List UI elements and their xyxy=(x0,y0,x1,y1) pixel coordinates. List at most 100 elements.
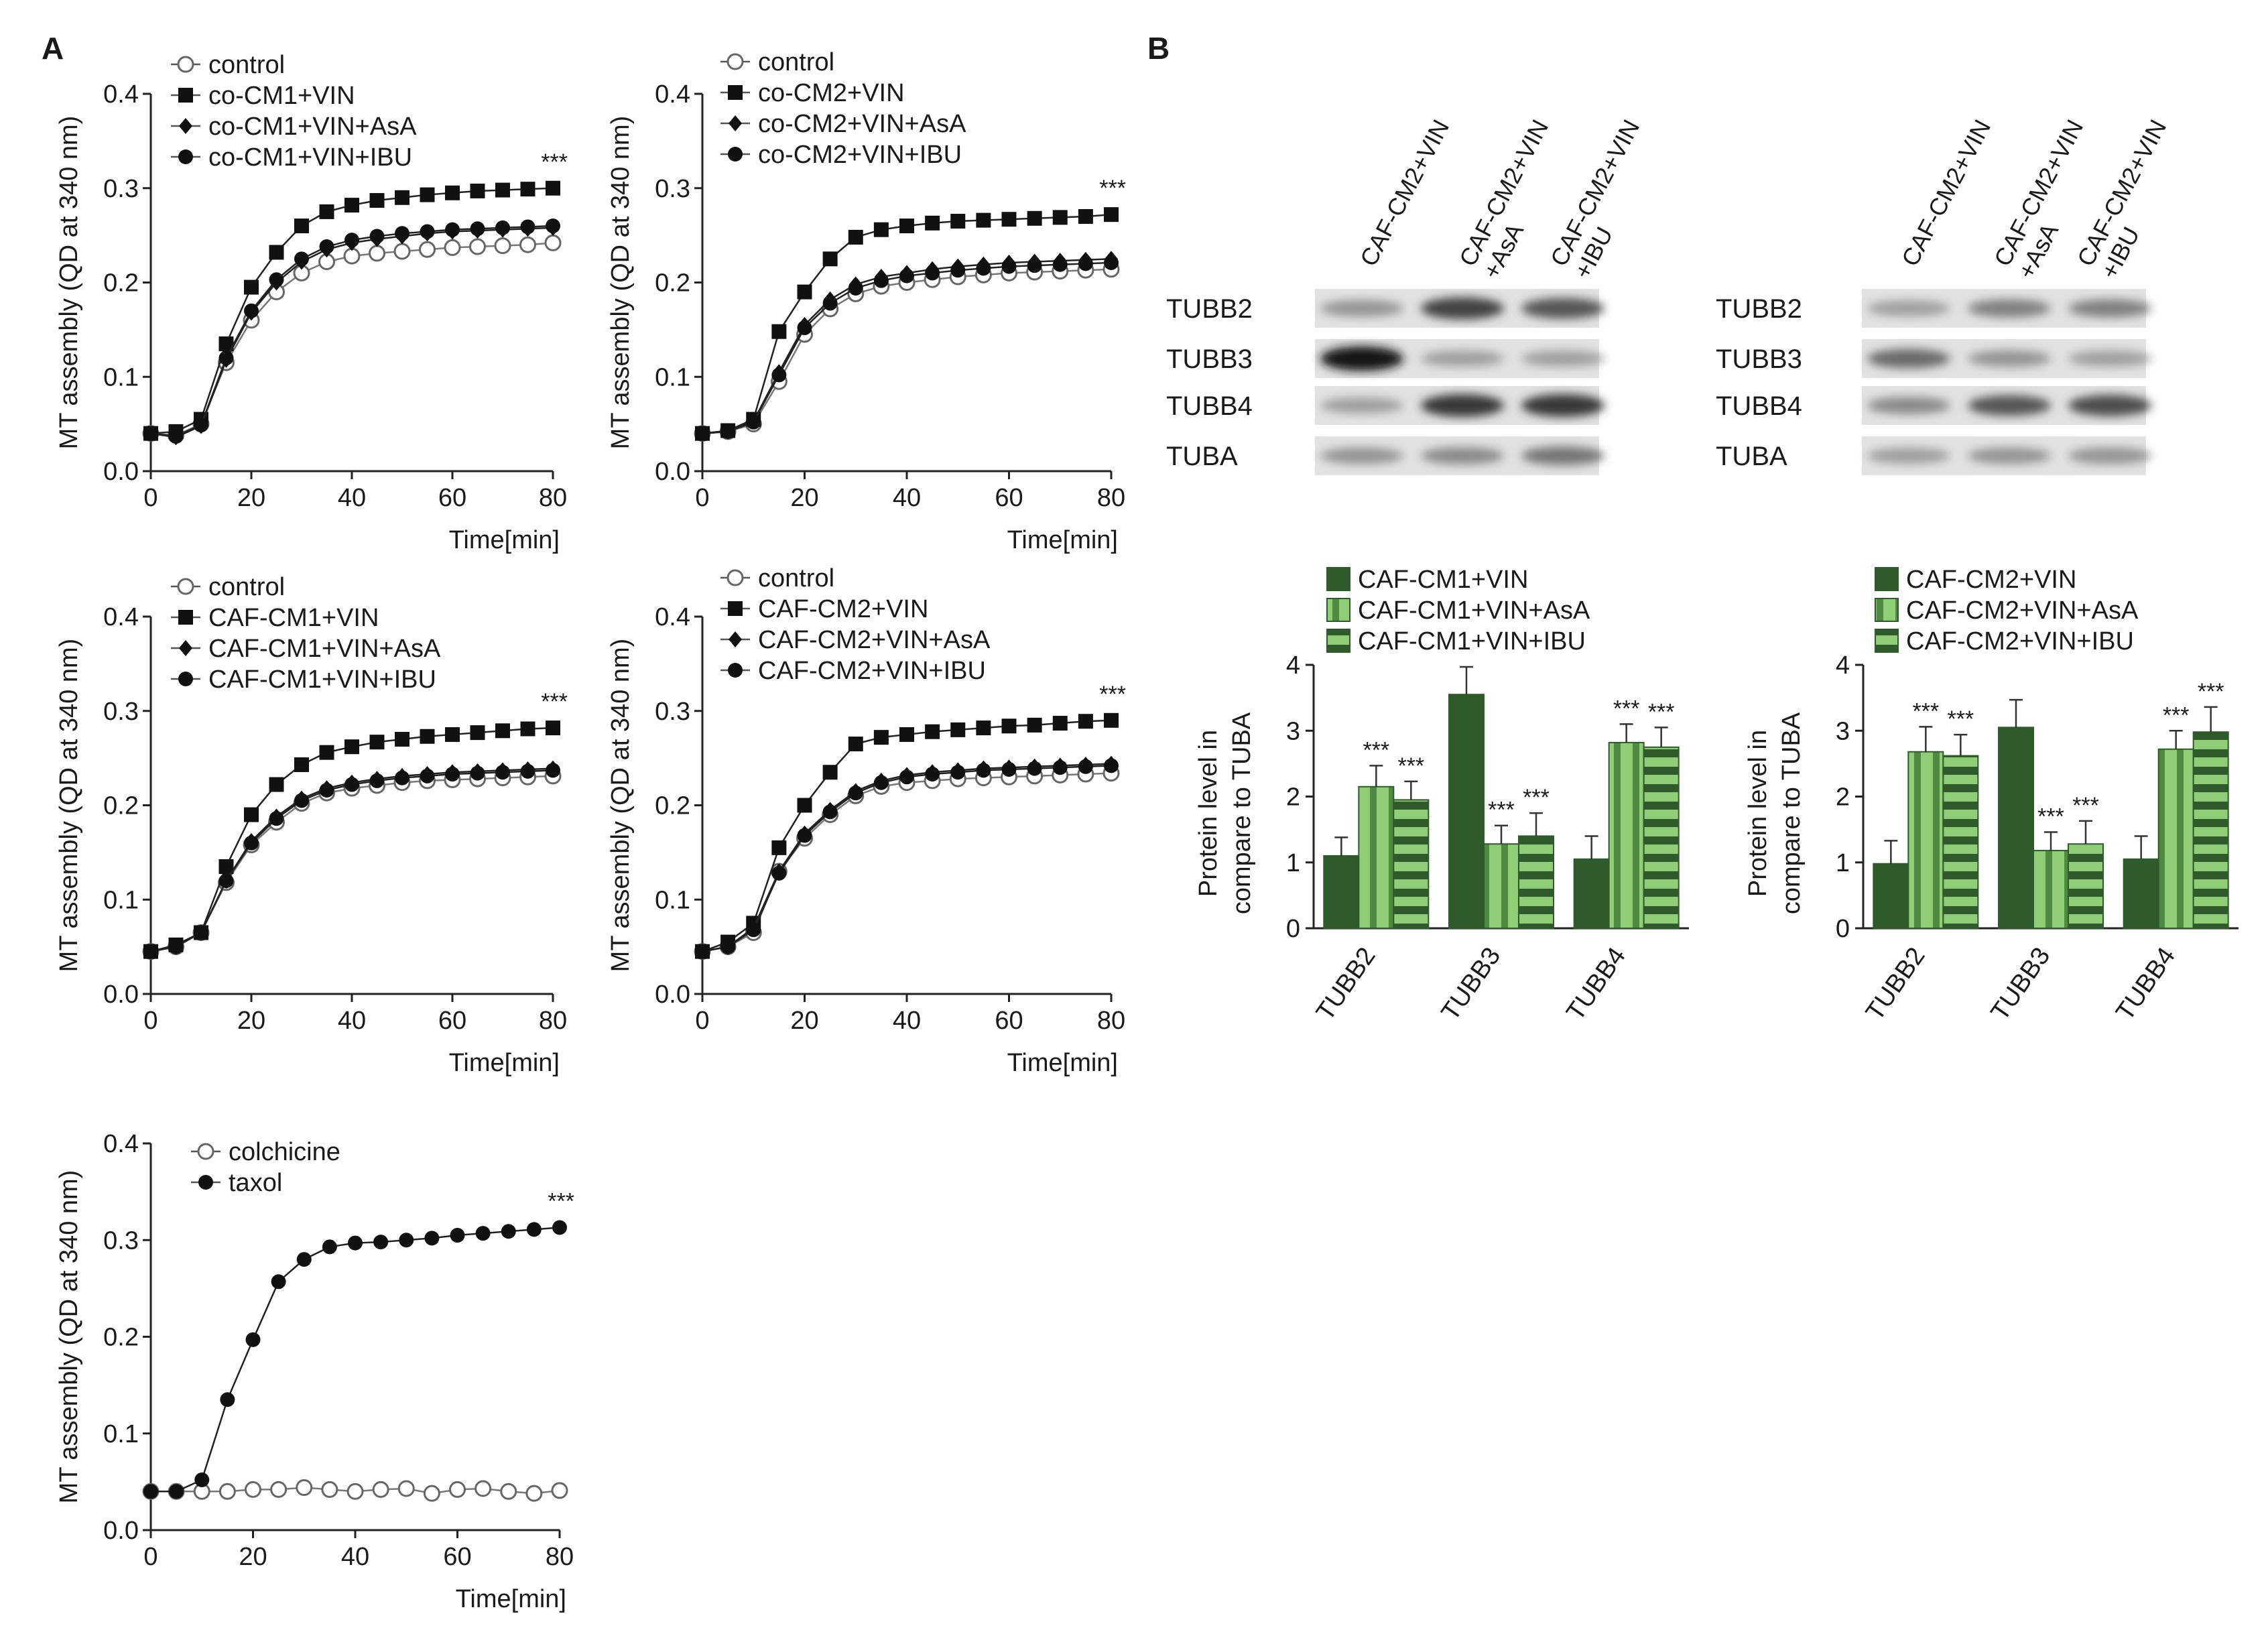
y-tick-label: 4 xyxy=(1286,651,1300,680)
data-point xyxy=(495,765,510,780)
y-axis-label: MT assembly (QD at 340 nm) xyxy=(607,639,635,972)
data-point xyxy=(797,284,812,300)
series-line xyxy=(150,775,554,952)
y-tick-label: 0.4 xyxy=(103,603,139,631)
data-point xyxy=(168,428,184,444)
bar xyxy=(2157,748,2194,929)
data-point xyxy=(848,280,863,296)
data-point xyxy=(771,865,787,881)
data-point xyxy=(822,765,838,780)
data-point xyxy=(925,767,940,782)
data-point xyxy=(270,1481,288,1498)
lane-label: CAF-CM2+VIN+IBU xyxy=(1545,115,1645,284)
data-point xyxy=(469,238,486,255)
legend-label: co-CM2+VIN xyxy=(758,79,905,107)
data-point xyxy=(1078,256,1093,271)
data-point xyxy=(746,414,761,430)
data-point xyxy=(1001,718,1017,734)
blot-band xyxy=(1320,397,1403,414)
data-point xyxy=(445,185,460,200)
data-point xyxy=(218,873,234,889)
data-point xyxy=(269,272,284,288)
y-tick-label: 0.4 xyxy=(103,80,139,109)
y-tick-label: 0.0 xyxy=(103,981,139,1009)
significance-label: *** xyxy=(1488,798,1515,823)
significance-label: *** xyxy=(2163,702,2190,728)
data-point xyxy=(420,768,435,783)
data-point xyxy=(294,251,309,267)
data-point xyxy=(746,922,761,938)
data-point xyxy=(848,229,863,245)
data-point xyxy=(244,303,259,318)
bar-charts: CAF-CM1+VIN CAF-CM1+VIN+AsACAF-CM1+VIN+IB… xyxy=(1194,566,2239,1025)
legend-label: control xyxy=(758,48,834,76)
x-tick-label: 0 xyxy=(695,484,709,512)
data-point xyxy=(520,219,536,235)
legend-label: CAF-CM2+VIN+IBU xyxy=(1906,627,2134,655)
y-tick-label: 2 xyxy=(1286,783,1300,812)
x-tick-label: 40 xyxy=(341,1543,369,1571)
data-point xyxy=(369,229,385,244)
significance-label: *** xyxy=(2072,793,2099,818)
x-axis-label: Time[min] xyxy=(449,1049,560,1077)
data-point xyxy=(245,1481,261,1498)
data-point xyxy=(423,1485,440,1502)
data-point xyxy=(873,775,889,790)
series-co-CM2+VIN+IBU xyxy=(695,255,1119,441)
data-point xyxy=(771,324,787,339)
y-tick-label: 3 xyxy=(1286,717,1300,745)
legend-label: CAF-CM1+VIN+AsA xyxy=(1358,597,1590,625)
y-tick-label: 0.0 xyxy=(655,458,690,486)
data-point xyxy=(420,224,435,239)
series-taxol xyxy=(143,1220,567,1499)
data-point xyxy=(393,243,411,260)
data-point xyxy=(520,763,536,779)
blot-row-label: TUBB3 xyxy=(1166,344,1253,374)
significance-label: *** xyxy=(1912,698,1939,724)
data-point xyxy=(143,1484,158,1499)
data-point xyxy=(344,233,359,248)
data-point xyxy=(369,735,385,750)
bar xyxy=(2123,858,2159,930)
significance-label: *** xyxy=(1099,176,1126,201)
legend-label: control xyxy=(758,564,834,592)
data-point xyxy=(720,424,736,439)
data-point xyxy=(551,1482,568,1499)
legend-label: CAF-CM2+VIN xyxy=(1906,566,2076,594)
data-point xyxy=(218,336,234,351)
legend-label: co-CM2+VIN+AsA xyxy=(758,110,966,138)
data-point xyxy=(220,1392,235,1407)
data-point xyxy=(519,236,536,253)
significance-label: *** xyxy=(1099,682,1126,707)
data-point xyxy=(546,180,560,196)
x-tick-label: 60 xyxy=(443,1543,471,1571)
panel-label-b: B xyxy=(1147,31,1170,66)
data-point xyxy=(369,773,385,788)
data-point xyxy=(873,222,889,237)
data-point xyxy=(194,418,208,433)
legend-label: CAF-CM1+VIN+AsA xyxy=(208,635,441,663)
legend-marker xyxy=(178,88,193,103)
series-CAF-CM2+VIN xyxy=(695,712,1119,959)
blot-row-label: TUBA xyxy=(1166,442,1238,471)
blot-band xyxy=(1867,300,1950,316)
data-point xyxy=(420,187,435,202)
y-tick-label: 0.3 xyxy=(655,175,690,203)
series-line xyxy=(702,765,1112,952)
data-point xyxy=(899,727,914,742)
data-point xyxy=(294,757,309,772)
blot-row-label: TUBB3 xyxy=(1716,344,1802,374)
y-tick-label: 0.2 xyxy=(103,792,139,820)
blot-band xyxy=(1968,350,2051,367)
data-point xyxy=(1104,758,1119,773)
blot-band xyxy=(2068,447,2151,464)
legend-label: colchicine xyxy=(229,1138,340,1166)
data-point xyxy=(720,939,736,954)
legend-marker xyxy=(728,85,743,100)
data-point xyxy=(950,263,966,278)
data-point xyxy=(296,1252,312,1267)
x-tick-label: 0 xyxy=(143,1007,158,1035)
series-line xyxy=(702,719,1112,952)
series-line xyxy=(702,268,1112,434)
